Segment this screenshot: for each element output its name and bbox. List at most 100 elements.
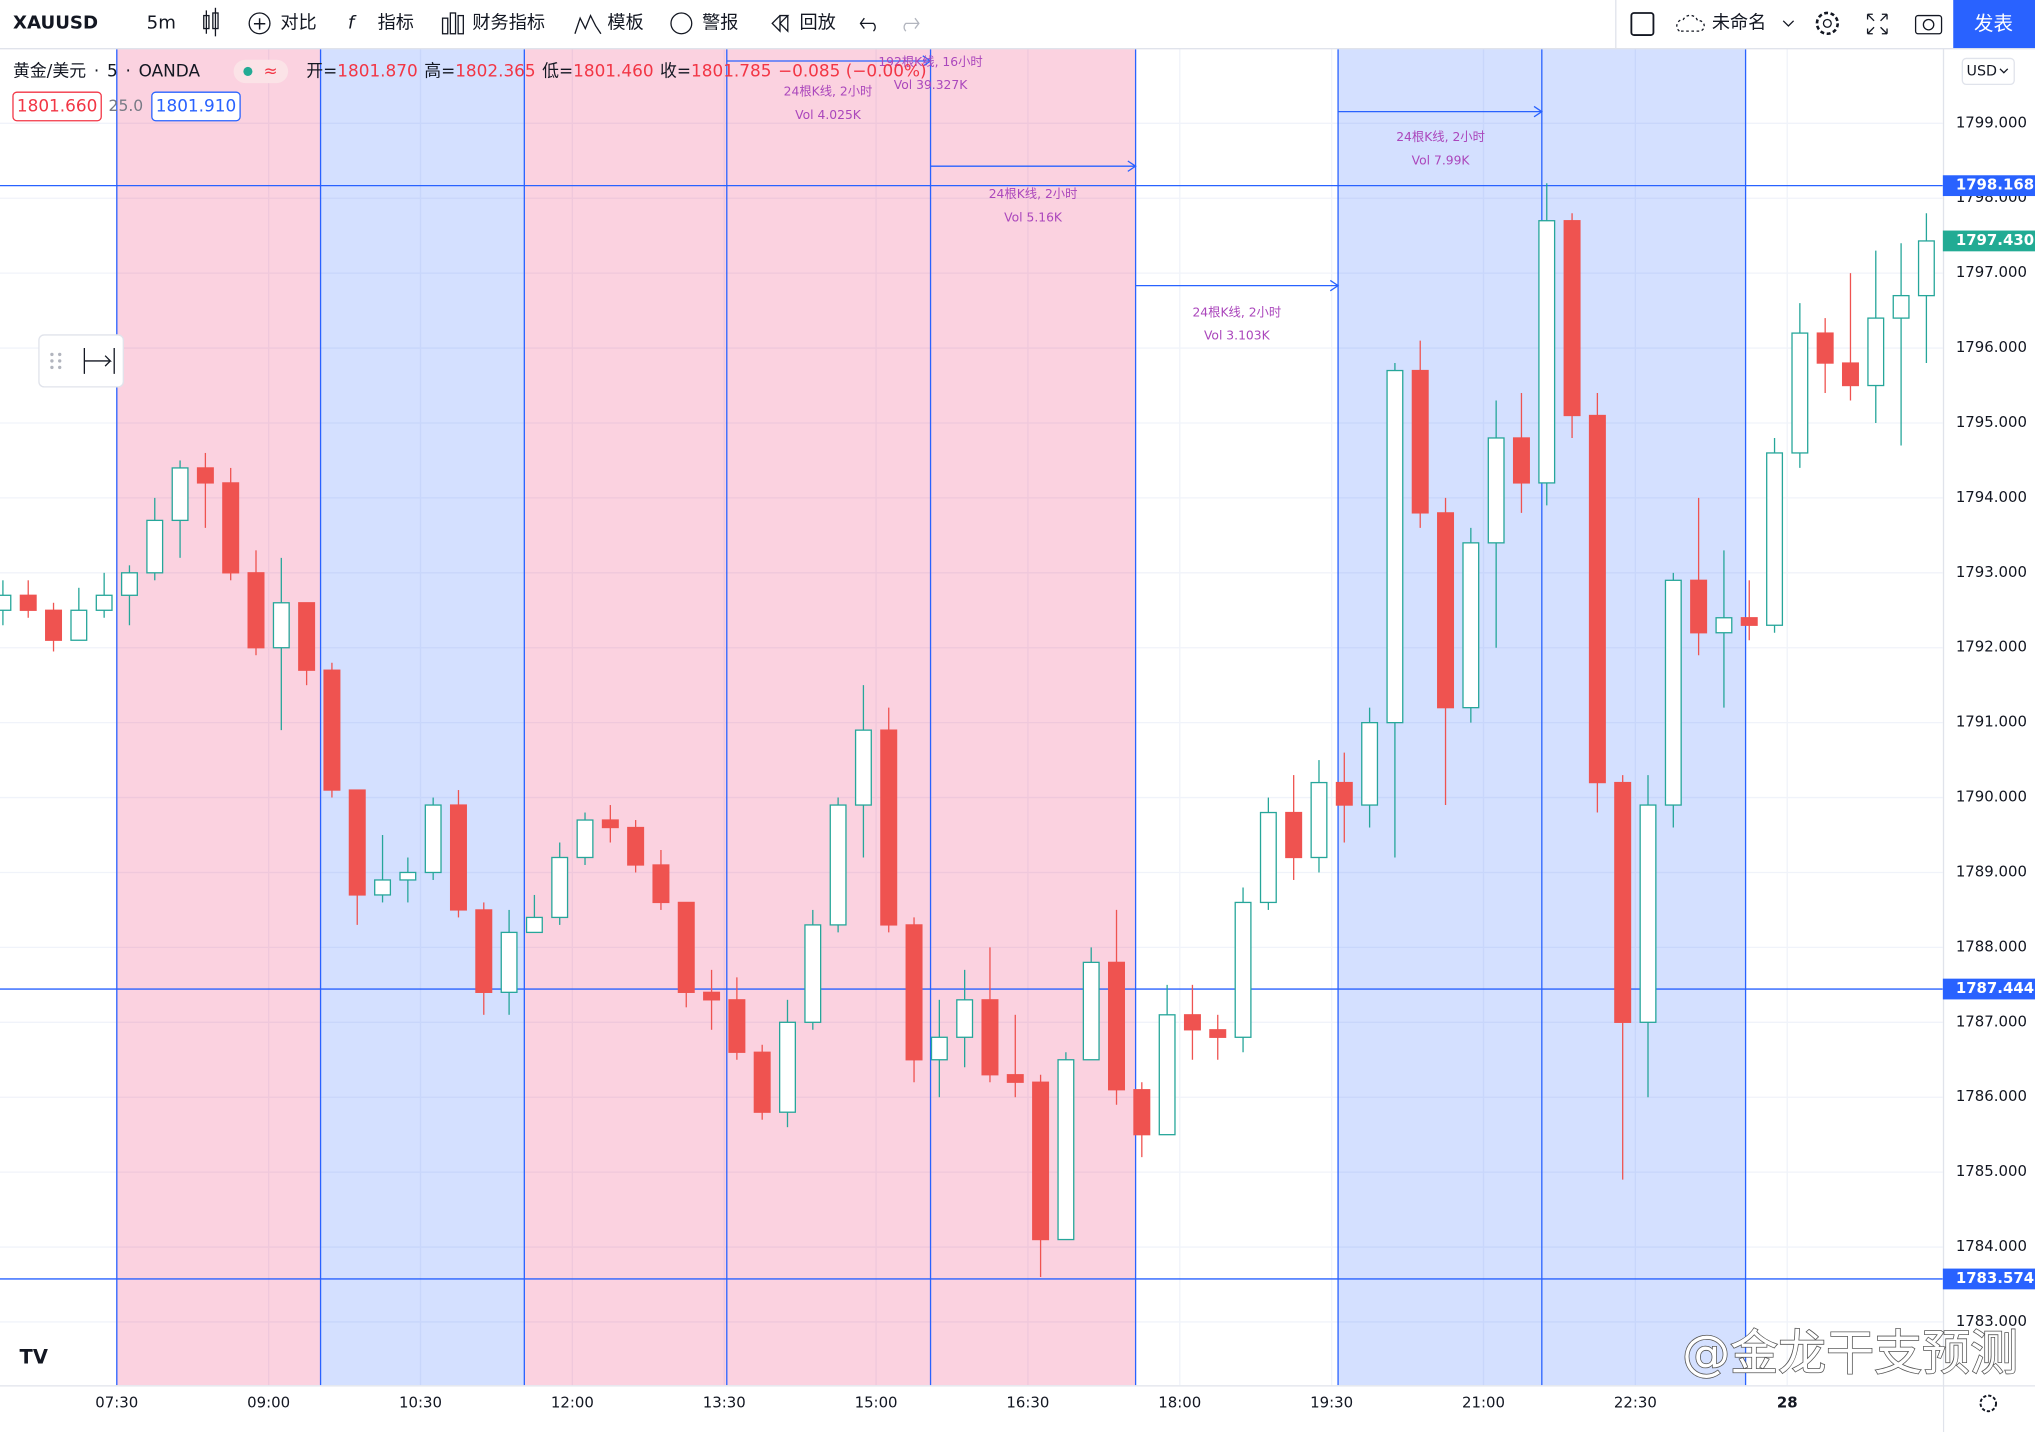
price-label-bg [1942, 1268, 2035, 1290]
legend-close: 1801.785 [691, 60, 771, 80]
bid[interactable]: 1801.660 [17, 95, 97, 115]
candle-body [1285, 811, 1303, 859]
x-tick-label: 15:00 [855, 1393, 898, 1411]
legend-sep: · [126, 60, 131, 80]
candle-body [1487, 437, 1505, 544]
settings[interactable] [1815, 11, 1840, 36]
undo[interactable] [859, 17, 876, 32]
candle-body [1032, 1081, 1050, 1241]
logo[interactable]: TV [20, 1345, 48, 1368]
candle-body [1108, 961, 1126, 1091]
toolbar-item[interactable]: 回放 [799, 12, 835, 33]
chart-style-icon[interactable] [203, 7, 219, 37]
x-tick-label: 16:30 [1006, 1393, 1049, 1411]
currency-button[interactable] [1961, 57, 2015, 86]
legend-open-label: 开= [306, 60, 337, 80]
date-range-tool[interactable] [83, 347, 115, 374]
x-tick-label: 13:30 [703, 1393, 746, 1411]
candle-body [323, 669, 341, 791]
alert-icon[interactable] [670, 12, 693, 35]
date-range-arrowhead [1127, 160, 1137, 172]
x-tick-label: 19:30 [1310, 1393, 1353, 1411]
layout-menu[interactable] [1782, 20, 1795, 27]
candle-body [1917, 240, 1935, 297]
redo[interactable] [903, 17, 920, 32]
candle-body [171, 467, 189, 522]
candle-body [1664, 579, 1682, 806]
candle-body [1766, 452, 1784, 626]
candle-body [374, 879, 392, 896]
candle-body [1867, 317, 1885, 387]
toolbar-item[interactable]: 模板 [607, 12, 643, 33]
toolbar-item[interactable]: 财务指标 [472, 12, 545, 33]
replay-icon[interactable] [771, 14, 790, 33]
candle-body [19, 594, 37, 611]
indicator-icon[interactable]: f [348, 12, 357, 33]
ask-box[interactable] [151, 91, 241, 122]
bid-box[interactable] [12, 91, 102, 122]
toolbar-item[interactable]: 对比 [280, 12, 316, 33]
cloud-icon[interactable] [1676, 14, 1705, 32]
legend-interval: 5 [107, 60, 118, 80]
y-tick-label: 1795.000 [1956, 413, 2027, 431]
status-pill[interactable] [233, 59, 289, 84]
toolbar-item[interactable]: 指标 [378, 12, 414, 33]
drag-handle[interactable] [50, 352, 62, 370]
y-tick-label: 1786.000 [1956, 1087, 2027, 1105]
legend-ohlc: 开=1801.870 高=1802.365 低=1801.460 收=1801.785… [306, 60, 926, 80]
toolbar-item[interactable]: 警报 [702, 12, 738, 33]
price-label-bg [1942, 978, 2035, 1000]
date-range-shade [320, 48, 525, 1386]
layout-icon[interactable] [1630, 12, 1655, 36]
ask[interactable]: 1801.910 [156, 95, 236, 115]
symbol[interactable]: XAUUSD [13, 12, 98, 33]
axis-settings[interactable] [1979, 1394, 1998, 1413]
legend-high-label: 高= [424, 60, 455, 80]
candle-body [880, 729, 898, 926]
publish-label[interactable]: 发表 [1974, 12, 2013, 35]
x-tick-label: 09:00 [247, 1393, 290, 1411]
range-bars-label: 192根K线, 16小时 [878, 55, 982, 69]
candle-body [1538, 220, 1556, 484]
y-tick-label: 1784.000 [1956, 1237, 2027, 1255]
price-label: 1783.574 [1956, 1269, 2034, 1287]
date-range-arrowhead [922, 55, 932, 67]
candle-body [272, 602, 290, 649]
currency[interactable]: USD [1967, 63, 1997, 79]
legend-symbol: 黄金/美元 [13, 60, 86, 80]
candle-body [1209, 1029, 1227, 1038]
price-axis [1942, 48, 2035, 1432]
range-bars-label: 24根K线, 2小时 [1192, 305, 1281, 319]
y-tick-label: 1792.000 [1956, 638, 2027, 656]
x-tick-label: 07:30 [95, 1393, 138, 1411]
template-icon[interactable] [574, 13, 602, 35]
candle-body [475, 909, 493, 993]
x-tick-label: 21:00 [1462, 1393, 1505, 1411]
interval[interactable]: 5m [147, 12, 176, 33]
floating-toolbar[interactable] [38, 334, 124, 388]
range-volume-label: Vol 4.025K [795, 108, 862, 122]
candle-body [1361, 721, 1379, 806]
candle-body [829, 804, 847, 926]
candle-body [1563, 220, 1581, 417]
candle-body [1006, 1074, 1024, 1083]
last-price-bg [1942, 230, 2035, 252]
publish-button[interactable] [1953, 0, 2035, 49]
candle-body [1841, 362, 1859, 387]
price-label: 1798.168 [1956, 176, 2034, 194]
candle-body [1411, 369, 1429, 514]
layout-name[interactable]: 未命名 [1712, 12, 1766, 33]
candle-body [399, 871, 417, 881]
candle-body [449, 804, 467, 911]
candle-body [778, 1021, 796, 1113]
financials-icon[interactable] [441, 12, 464, 35]
x-tick-label: 18:00 [1158, 1393, 1201, 1411]
y-tick-label: 1797.000 [1956, 263, 2027, 281]
snapshot[interactable] [1914, 14, 1943, 35]
candle-body [500, 931, 518, 993]
compare-icon[interactable] [248, 12, 271, 35]
range-bars-label: 24根K线, 2小时 [1396, 130, 1485, 144]
last-price-label: 1797.430 [1956, 231, 2034, 249]
fullscreen[interactable] [1866, 13, 1888, 35]
